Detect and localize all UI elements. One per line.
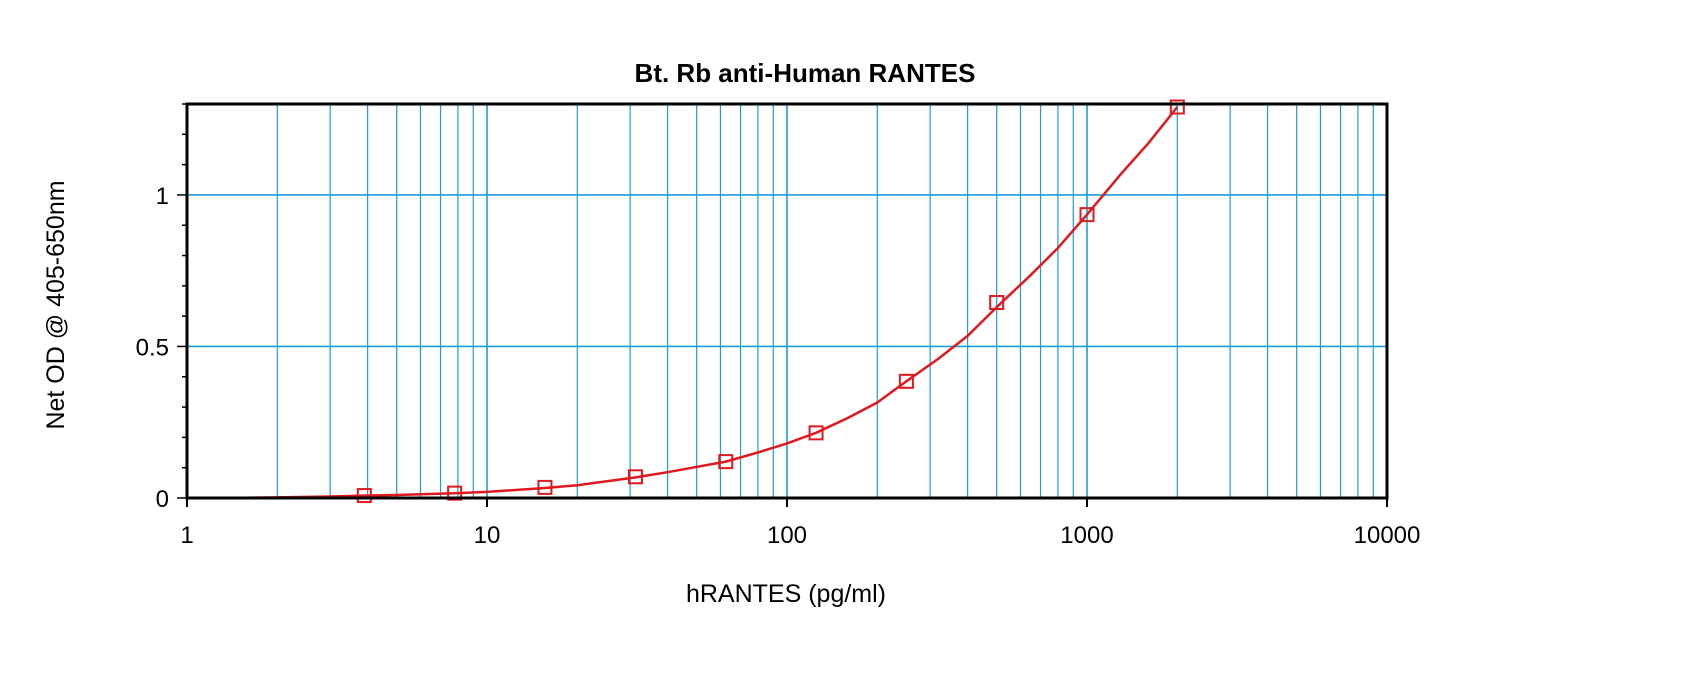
data-point (537, 479, 553, 495)
data-point (898, 373, 914, 389)
plot-frame (185, 102, 1389, 500)
data-point (447, 485, 463, 501)
data-point (1169, 99, 1185, 115)
x-tick-label: 1 (180, 522, 193, 549)
fit-curve (221, 106, 1179, 500)
y-tick-label: 0.5 (136, 334, 169, 361)
data-point (808, 425, 824, 441)
axis-ticks (177, 103, 1388, 507)
data-point (718, 454, 734, 470)
data-point (989, 295, 1005, 311)
data-point (1079, 207, 1095, 223)
tick-labels: 1 10 100 1000 10000 0 0.5 1 (136, 183, 1421, 549)
x-tick-label: 1000 (1060, 522, 1113, 549)
y-tick-label: 0 (156, 486, 169, 513)
data-points (356, 99, 1185, 504)
x-tick-label: 100 (767, 522, 807, 549)
data-point (356, 488, 372, 504)
y-tick-label: 1 (156, 183, 169, 210)
y-axis-label: Net OD @ 405-650nm (42, 180, 70, 429)
x-axis-label: hRANTES (pg/ml) (686, 580, 886, 608)
grid (187, 104, 1387, 498)
x-tick-label: 10000 (1354, 522, 1421, 549)
data-point (627, 469, 643, 485)
x-tick-label: 10 (474, 522, 501, 549)
chart-title: Bt. Rb anti-Human RANTES (635, 58, 976, 88)
